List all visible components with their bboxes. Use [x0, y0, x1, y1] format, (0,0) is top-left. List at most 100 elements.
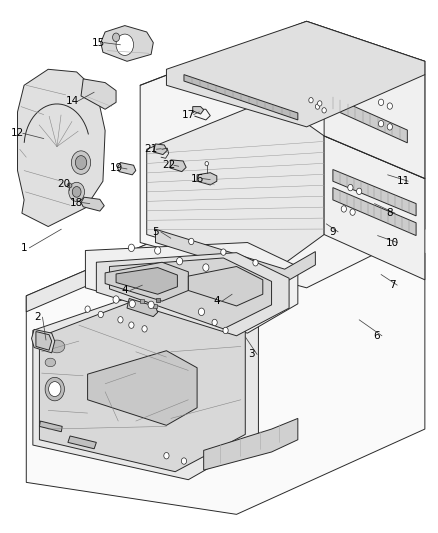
Polygon shape	[333, 188, 416, 236]
Ellipse shape	[49, 340, 65, 353]
Polygon shape	[36, 332, 52, 350]
Text: 21: 21	[145, 144, 158, 154]
Circle shape	[357, 188, 362, 195]
Polygon shape	[88, 351, 197, 425]
Polygon shape	[110, 258, 272, 329]
Polygon shape	[140, 21, 425, 288]
Circle shape	[253, 260, 258, 266]
Circle shape	[72, 187, 81, 197]
Polygon shape	[147, 99, 324, 273]
Circle shape	[98, 311, 103, 318]
Text: 18: 18	[70, 198, 83, 207]
Circle shape	[181, 458, 187, 464]
Polygon shape	[85, 243, 298, 333]
Circle shape	[155, 247, 161, 254]
Circle shape	[378, 99, 384, 106]
Circle shape	[142, 326, 147, 332]
Circle shape	[45, 377, 64, 401]
Polygon shape	[18, 69, 105, 227]
Circle shape	[129, 322, 134, 328]
Text: 19: 19	[110, 163, 123, 173]
Circle shape	[350, 209, 355, 215]
Circle shape	[85, 306, 90, 312]
Polygon shape	[81, 197, 104, 211]
Text: 16: 16	[191, 174, 204, 183]
Circle shape	[341, 206, 346, 212]
Text: 4: 4	[213, 296, 220, 306]
Polygon shape	[96, 253, 289, 336]
Circle shape	[378, 120, 384, 127]
Polygon shape	[68, 436, 96, 449]
Polygon shape	[193, 107, 204, 114]
Circle shape	[155, 291, 160, 297]
Polygon shape	[155, 229, 315, 282]
Text: 1: 1	[21, 243, 28, 253]
Circle shape	[387, 103, 392, 109]
Text: 17: 17	[182, 110, 195, 119]
Text: 11: 11	[396, 176, 410, 186]
Circle shape	[69, 182, 85, 201]
Text: 9: 9	[329, 227, 336, 237]
Polygon shape	[39, 285, 245, 472]
Circle shape	[164, 453, 169, 459]
Polygon shape	[101, 26, 153, 61]
Circle shape	[189, 238, 194, 245]
Circle shape	[128, 244, 134, 252]
Circle shape	[198, 308, 205, 316]
Circle shape	[113, 33, 120, 42]
Polygon shape	[33, 277, 258, 480]
Circle shape	[318, 101, 322, 106]
Polygon shape	[166, 21, 425, 127]
Circle shape	[116, 34, 134, 55]
Circle shape	[221, 249, 226, 255]
Polygon shape	[324, 35, 425, 179]
Polygon shape	[170, 160, 186, 172]
Text: 4: 4	[121, 286, 128, 295]
Circle shape	[177, 257, 183, 265]
Polygon shape	[116, 268, 177, 294]
Circle shape	[223, 327, 228, 334]
Text: 20: 20	[57, 179, 70, 189]
Circle shape	[387, 124, 392, 130]
Polygon shape	[333, 169, 416, 216]
Circle shape	[148, 301, 154, 309]
Polygon shape	[188, 266, 263, 306]
Polygon shape	[81, 79, 116, 109]
Polygon shape	[204, 418, 298, 470]
Polygon shape	[32, 329, 55, 353]
Text: 5: 5	[152, 227, 159, 237]
Circle shape	[315, 104, 320, 109]
Polygon shape	[105, 262, 188, 301]
Polygon shape	[197, 173, 217, 185]
Circle shape	[322, 108, 326, 113]
Ellipse shape	[45, 358, 56, 367]
Circle shape	[75, 156, 87, 169]
Text: 6: 6	[373, 331, 380, 341]
Text: 7: 7	[389, 280, 396, 290]
Circle shape	[348, 184, 353, 191]
Text: 12: 12	[11, 128, 24, 138]
Polygon shape	[117, 163, 136, 175]
Polygon shape	[39, 421, 62, 432]
Text: 3: 3	[248, 350, 255, 359]
Text: 8: 8	[386, 208, 393, 218]
Text: 10: 10	[385, 238, 399, 247]
Polygon shape	[333, 97, 407, 143]
Circle shape	[203, 264, 209, 271]
Circle shape	[113, 296, 119, 303]
Polygon shape	[324, 136, 425, 280]
Circle shape	[129, 300, 135, 308]
Polygon shape	[127, 298, 158, 317]
Circle shape	[205, 161, 208, 166]
Circle shape	[49, 382, 61, 397]
Circle shape	[212, 319, 217, 326]
Circle shape	[71, 151, 91, 174]
Text: 15: 15	[92, 38, 105, 47]
Polygon shape	[26, 213, 425, 514]
Polygon shape	[26, 213, 219, 312]
Circle shape	[118, 317, 123, 323]
Text: 22: 22	[162, 160, 175, 170]
Text: 14: 14	[66, 96, 79, 106]
Text: 2: 2	[34, 312, 41, 322]
Polygon shape	[184, 75, 298, 120]
